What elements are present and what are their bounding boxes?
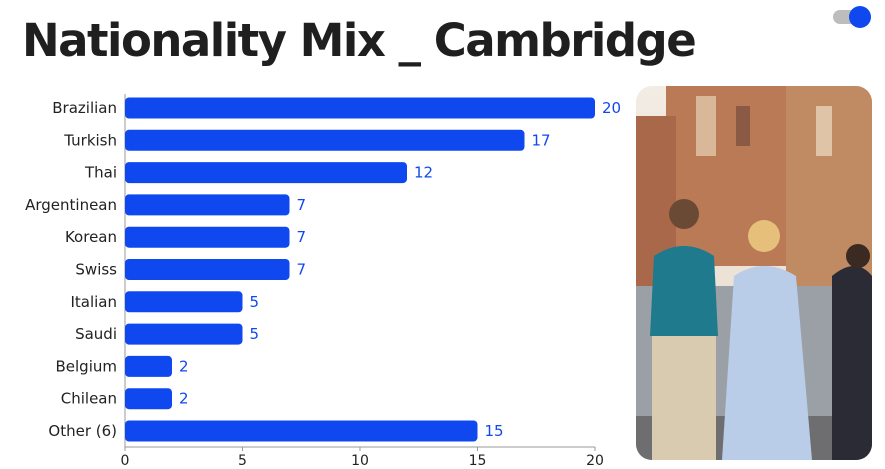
bar <box>125 323 243 345</box>
category-label: Other (6) <box>48 422 117 440</box>
bar <box>125 291 243 313</box>
category-label: Saudi <box>75 325 117 343</box>
category-label: Korean <box>65 228 117 246</box>
data-label: 2 <box>179 357 189 375</box>
x-tick-label: 10 <box>351 453 369 469</box>
category-label: Swiss <box>75 261 117 279</box>
data-label: 2 <box>179 390 189 408</box>
data-label: 5 <box>250 325 260 343</box>
toggle-switch[interactable] <box>833 6 873 28</box>
bar <box>125 194 290 216</box>
bar <box>125 226 290 248</box>
bar <box>125 259 290 280</box>
bar <box>125 162 407 184</box>
bar <box>125 97 595 119</box>
bar <box>125 420 478 442</box>
category-label: Belgium <box>56 357 118 375</box>
data-label: 12 <box>414 164 433 182</box>
toggle-knob <box>849 6 871 28</box>
data-label: 7 <box>297 196 307 214</box>
category-label: Italian <box>70 293 117 311</box>
bar <box>125 388 172 410</box>
x-tick-label: 5 <box>238 453 247 469</box>
category-label: Argentinean <box>25 196 117 214</box>
category-label: Turkish <box>63 131 117 149</box>
x-tick-label: 0 <box>121 453 130 469</box>
x-tick-label: 20 <box>586 453 604 469</box>
data-label: 17 <box>532 131 551 149</box>
data-label: 15 <box>485 422 504 440</box>
page-title: Nationality Mix _ Cambridge <box>22 14 697 67</box>
x-tick-label: 15 <box>469 453 487 469</box>
data-label: 7 <box>297 261 307 279</box>
category-label: Brazilian <box>52 99 117 117</box>
bar <box>125 355 172 377</box>
data-label: 20 <box>602 99 621 117</box>
bar <box>125 129 525 151</box>
data-label: 7 <box>297 228 307 246</box>
photo-icon <box>636 86 872 460</box>
data-label: 5 <box>250 293 260 311</box>
category-label: Thai <box>84 164 117 182</box>
category-label: Chilean <box>61 390 117 408</box>
campus-photo <box>636 86 872 460</box>
